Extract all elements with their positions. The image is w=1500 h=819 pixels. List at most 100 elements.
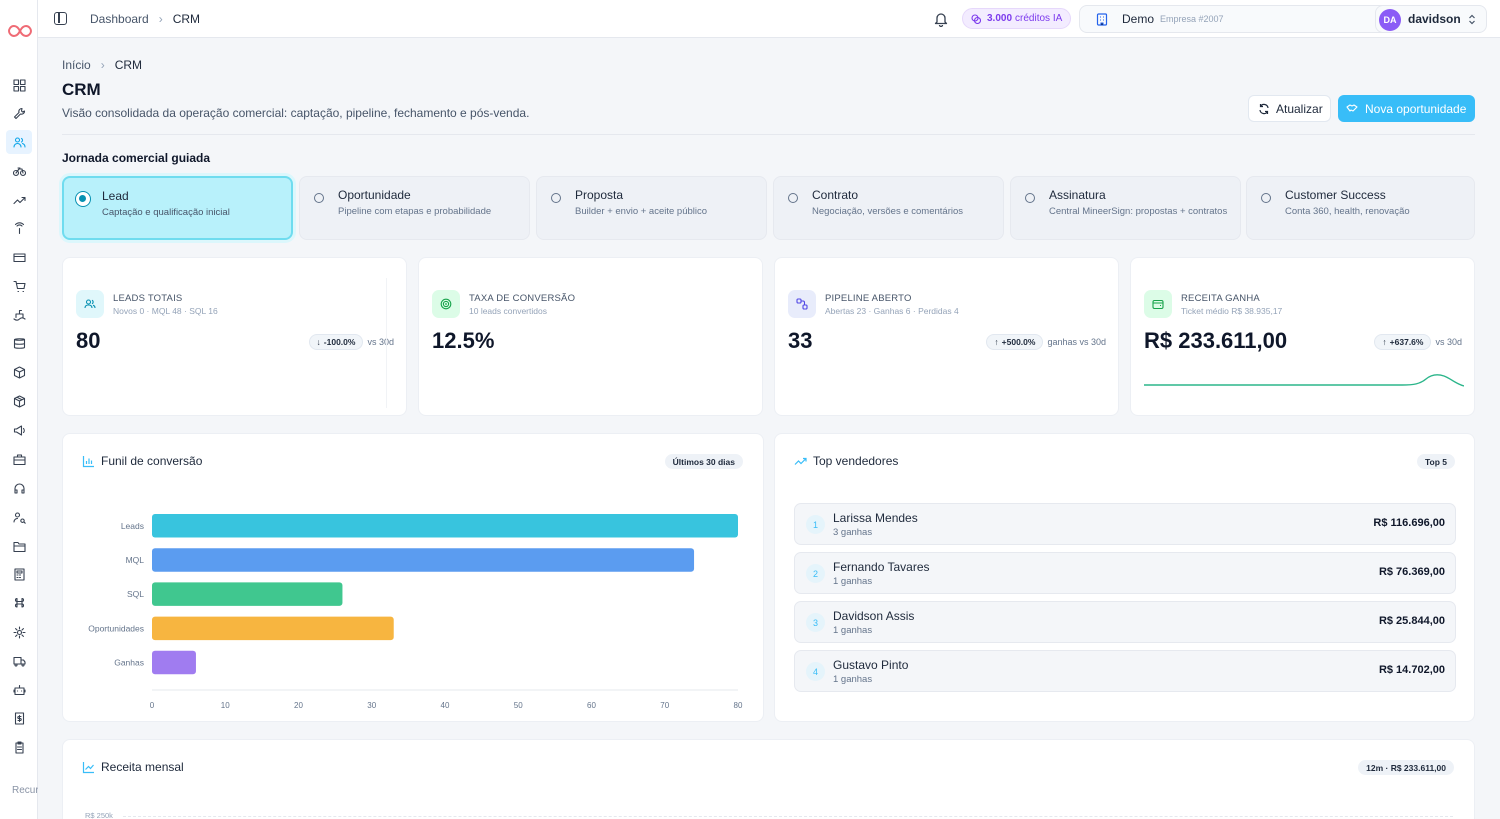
ai-credits-badge[interactable]: 3.000 créditos IA — [962, 8, 1072, 29]
trending-icon[interactable] — [11, 192, 27, 208]
new-opportunity-button[interactable]: Nova oportunidade — [1338, 95, 1475, 122]
arrow-up-icon: ↑ — [1382, 337, 1387, 347]
sidebar-footer-label[interactable]: Recursos avançados — [12, 785, 38, 796]
settings-icon[interactable] — [11, 624, 27, 640]
cart-icon[interactable] — [11, 278, 27, 294]
seller-wins: 1 ganhas — [833, 674, 873, 685]
trending-up-icon — [794, 457, 807, 465]
seller-name: Davidson Assis — [833, 609, 915, 623]
top-sellers-title: Top vendedores — [813, 454, 899, 468]
seller-row[interactable]: 2 Fernando Tavares 1 ganhas R$ 76.369,00 — [794, 552, 1456, 594]
kpi-value: R$ 233.611,00 — [1144, 328, 1288, 353]
ship-icon[interactable] — [11, 307, 27, 323]
new-opportunity-label: Nova oportunidade — [1365, 101, 1467, 116]
breadcrumb: Início › CRM — [62, 58, 142, 72]
bar-chart-icon — [82, 456, 94, 468]
journey-step-customer-success[interactable]: Customer Success Conta 360, health, reno… — [1246, 176, 1475, 240]
dollar-file-icon[interactable] — [11, 710, 27, 726]
target-icon — [432, 290, 460, 318]
funnel-title: Funil de conversão — [101, 454, 203, 468]
page-title: CRM — [62, 80, 101, 99]
funnel-bar-ganhas — [152, 650, 196, 675]
workflow-icon — [788, 290, 816, 318]
compare-label: vs 30d — [367, 337, 394, 347]
top-bar: Dashboard › CRM 3.000 créditos IA Demo E… — [38, 0, 1500, 38]
command-icon[interactable] — [11, 595, 27, 611]
x-tick-label: 50 — [514, 701, 523, 710]
rank-badge: 2 — [806, 564, 825, 583]
database-icon[interactable] — [11, 335, 27, 351]
kpi-sublabel: 10 leads convertidos — [469, 306, 547, 316]
seller-amount: R$ 25.844,00 — [1378, 615, 1445, 627]
kpi-label: PIPELINE ABERTO — [825, 293, 912, 304]
card-icon[interactable] — [11, 249, 27, 265]
sidebar-toggle-icon[interactable] — [54, 12, 67, 25]
box-icon[interactable] — [11, 364, 27, 380]
category-label: Leads — [121, 521, 144, 531]
journey-step-lead[interactable]: Lead Captação e qualificação inicial — [62, 176, 293, 240]
company-id: Empresa #2007 — [1160, 14, 1224, 24]
breadcrumb-current: CRM — [114, 58, 143, 72]
seller-row[interactable]: 4 Gustavo Pinto 1 ganhas R$ 14.702,00 — [794, 650, 1456, 692]
seller-amount: R$ 76.369,00 — [1378, 566, 1445, 578]
journey-step-oportunidade[interactable]: Oportunidade Pipeline com etapas e proba… — [299, 176, 530, 240]
bot-icon[interactable] — [11, 681, 27, 697]
calculator-icon[interactable] — [11, 566, 27, 582]
kpi-value: 33 — [788, 328, 813, 353]
x-tick-label: 20 — [294, 701, 303, 710]
clipboard-icon[interactable] — [11, 739, 27, 755]
period-badge[interactable]: Últimos 30 dias — [664, 454, 743, 469]
grid-icon[interactable] — [11, 77, 27, 93]
step-description: Captação e qualificação inicial — [102, 207, 230, 218]
top-count-badge: Top 5 — [1416, 454, 1455, 469]
breadcrumb-home-link[interactable]: Início — [62, 58, 91, 72]
users-icon[interactable] — [6, 130, 32, 154]
kpi-label: RECEITA GANHA — [1181, 293, 1260, 304]
folder-icon[interactable] — [11, 538, 27, 554]
category-label: Oportunidades — [88, 623, 144, 633]
top-breadcrumb: Dashboard › CRM — [90, 12, 200, 26]
user-search-icon[interactable] — [11, 509, 27, 525]
kpi-value: 80 — [76, 328, 101, 353]
journey-step-proposta[interactable]: Proposta Builder + envio + aceite públic… — [536, 176, 767, 240]
breadcrumb-current: CRM — [172, 12, 201, 26]
package-icon[interactable] — [11, 393, 27, 409]
avatar: DA — [1379, 9, 1401, 31]
wrench-icon[interactable] — [11, 105, 27, 121]
bike-icon[interactable] — [11, 163, 27, 179]
refresh-button[interactable]: Atualizar — [1248, 95, 1331, 122]
breadcrumb-dashboard-link[interactable]: Dashboard — [90, 12, 149, 26]
rank-badge: 4 — [806, 662, 825, 681]
step-description: Central MineerSign: propostas + contrato… — [1049, 206, 1228, 217]
chevron-right-icon: › — [158, 12, 163, 26]
company-selector[interactable]: Demo Empresa #2007 — [1079, 5, 1405, 33]
category-label: Ganhas — [114, 658, 144, 668]
funnel-bar-mql — [152, 548, 695, 572]
step-description: Builder + envio + aceite público — [575, 206, 708, 217]
chevron-right-icon: › — [100, 58, 105, 72]
broadcast-icon[interactable] — [11, 220, 27, 236]
journey-step-assinatura[interactable]: Assinatura Central MineerSign: propostas… — [1010, 176, 1241, 240]
x-tick-label: 60 — [587, 701, 596, 710]
megaphone-icon[interactable] — [11, 422, 27, 438]
seller-row[interactable]: 3 Davidson Assis 1 ganhas R$ 25.844,00 — [794, 601, 1456, 643]
divider — [386, 278, 387, 408]
step-label: Contrato — [812, 188, 859, 202]
refresh-icon — [1259, 103, 1269, 115]
kpi-trend: ↑ +500.0% ganhas vs 30d — [986, 334, 1106, 350]
journey-step-contrato[interactable]: Contrato Negociação, versões e comentári… — [773, 176, 1004, 240]
app-logo-icon[interactable] — [8, 24, 32, 38]
delta-badge: ↑ +500.0% — [986, 334, 1044, 350]
credits-label: créditos IA — [1015, 13, 1063, 24]
seller-amount: R$ 116.696,00 — [1373, 517, 1445, 529]
funnel-bar-leads — [152, 514, 738, 538]
category-label: SQL — [127, 589, 144, 599]
refresh-label: Atualizar — [1276, 101, 1323, 116]
bell-icon[interactable] — [934, 11, 948, 27]
chevron-up-down-icon — [1469, 14, 1475, 25]
truck-icon[interactable] — [11, 653, 27, 669]
briefcase-icon[interactable] — [11, 451, 27, 467]
user-menu[interactable]: DA davidson — [1375, 5, 1487, 33]
seller-row[interactable]: 1 Larissa Mendes 3 ganhas R$ 116.696,00 — [794, 503, 1456, 545]
headset-icon[interactable] — [11, 480, 27, 496]
